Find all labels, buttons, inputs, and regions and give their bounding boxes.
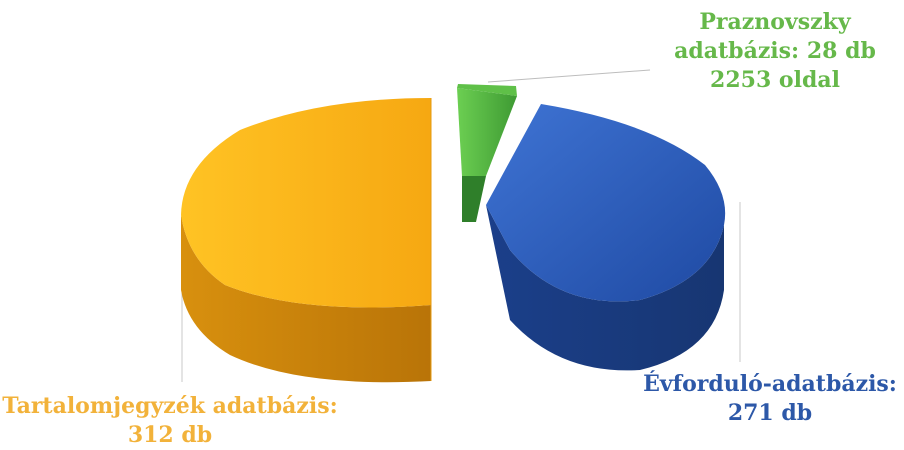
leader-line-praznovszky [487, 69, 651, 83]
label-evfordulo-line-1: Évforduló-adatbázis: [643, 371, 897, 397]
label-evfordulo-line-2: 271 db [727, 400, 813, 426]
label-praznovszky-line-1: Praznovszky [699, 9, 851, 35]
label-tartalomjegyzek: Tartalomjegyzék adatbázis: 312 db [0, 392, 340, 450]
label-praznovszky: Praznovszky adatbázis: 28 db 2253 oldal [660, 8, 890, 95]
label-praznovszky-line-3: 2253 oldal [710, 67, 840, 93]
label-evfordulo: Évforduló-adatbázis: 271 db [640, 370, 900, 428]
slice-praznovszky [457, 84, 517, 222]
label-tartalomjegyzek-line-1: Tartalomjegyzék adatbázis: [2, 393, 338, 419]
slice-tartalomjegyzek [181, 98, 432, 383]
label-praznovszky-line-2: adatbázis: 28 db [674, 38, 876, 64]
label-tartalomjegyzek-line-2: 312 db [127, 422, 213, 448]
slice-evfordulo [486, 104, 726, 371]
